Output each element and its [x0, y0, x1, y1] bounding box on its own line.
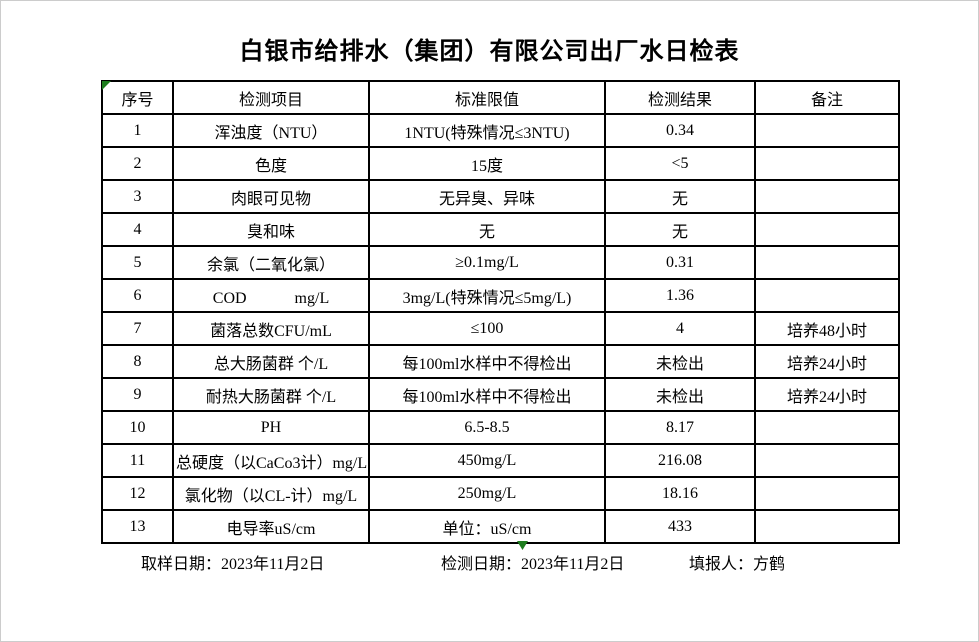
cell-no: 13 — [101, 509, 174, 544]
cell-limit: 250mg/L — [368, 476, 606, 511]
cell-item: 电导率uS/cm — [172, 509, 370, 544]
table-body: 1 浑浊度（NTU） 1NTU(特殊情况≤3NTU) 0.34 2 色度 15度 <5 3 肉眼可… — [101, 113, 900, 544]
table-row: 1 浑浊度（NTU） 1NTU(特殊情况≤3NTU) 0.34 — [101, 113, 900, 148]
header-limit: 标准限值 — [368, 80, 606, 115]
cell-remark: 培养48小时 — [754, 311, 900, 346]
cell-remark — [754, 278, 900, 313]
cell-no: 4 — [101, 212, 174, 247]
cell-no: 8 — [101, 344, 174, 379]
header-result: 检测结果 — [604, 80, 756, 115]
cell-limit: 15度 — [368, 146, 606, 181]
table-row: 11 总硬度（以CaCo3计）mg/L 450mg/L 216.08 — [101, 443, 900, 478]
cell-remark — [754, 410, 900, 445]
cell-result: 8.17 — [604, 410, 756, 445]
cell-item: COD mg/L — [172, 278, 370, 313]
cell-no: 2 — [101, 146, 174, 181]
cell-no: 6 — [101, 278, 174, 313]
cell-limit: 单位：uS/cm — [368, 509, 606, 544]
cell-limit: ≥0.1mg/L — [368, 245, 606, 280]
sample-date-label: 取样日期：2023年11月2日 — [141, 556, 325, 573]
cell-no: 5 — [101, 245, 174, 280]
cell-no: 1 — [101, 113, 174, 148]
cell-no: 7 — [101, 311, 174, 346]
cell-no: 12 — [101, 476, 174, 511]
table-row: 9 耐热大肠菌群 个/L 每100ml水样中不得检出 未检出 培养24小时 — [101, 377, 900, 412]
cell-no: 3 — [101, 179, 174, 214]
table-row: 8 总大肠菌群 个/L 每100ml水样中不得检出 未检出 培养24小时 — [101, 344, 900, 379]
cell-item: 氯化物（以CL-计）mg/L — [172, 476, 370, 511]
cell-remark: 培养24小时 — [754, 344, 900, 379]
cell-item: 色度 — [172, 146, 370, 181]
table-row: 12 氯化物（以CL-计）mg/L 250mg/L 18.16 — [101, 476, 900, 511]
reporter-label: 填报人：方鹤 — [689, 556, 786, 573]
cell-item: 总硬度（以CaCo3计）mg/L — [172, 443, 370, 478]
table-row: 7 菌落总数CFU/mL ≤100 4 培养48小时 — [101, 311, 900, 346]
cell-result: 0.34 — [604, 113, 756, 148]
cell-remark — [754, 113, 900, 148]
cell-item: 耐热大肠菌群 个/L — [172, 377, 370, 412]
cell-limit: 无异臭、异味 — [368, 179, 606, 214]
cell-item: 肉眼可见物 — [172, 179, 370, 214]
header-no: 序号 — [101, 80, 174, 115]
table-row: 2 色度 15度 <5 — [101, 146, 900, 181]
table-row: 13 电导率uS/cm 单位：uS/cm 433 — [101, 509, 900, 544]
cell-no: 10 — [101, 410, 174, 445]
cell-limit: 6.5-8.5 — [368, 410, 606, 445]
table-row: 5 余氯（二氧化氯） ≥0.1mg/L 0.31 — [101, 245, 900, 280]
header-item: 检测项目 — [172, 80, 370, 115]
table-row: 10 PH 6.5-8.5 8.17 — [101, 410, 900, 445]
cell-item: 总大肠菌群 个/L — [172, 344, 370, 379]
cell-result: 未检出 — [604, 377, 756, 412]
cell-remark — [754, 509, 900, 544]
table-header-row: 序号 检测项目 标准限值 检测结果 备注 — [101, 80, 900, 115]
cell-result: 433 — [604, 509, 756, 544]
green-triangle-icon — [517, 541, 528, 550]
cell-remark — [754, 443, 900, 478]
cell-remark — [754, 212, 900, 247]
cell-no: 11 — [101, 443, 174, 478]
cell-result: 216.08 — [604, 443, 756, 478]
cell-result: <5 — [604, 146, 756, 181]
cell-limit: ≤100 — [368, 311, 606, 346]
cell-result: 1.36 — [604, 278, 756, 313]
cell-limit: 每100ml水样中不得检出 — [368, 344, 606, 379]
cell-no: 9 — [101, 377, 174, 412]
cell-remark — [754, 146, 900, 181]
page-title: 白银市给排水（集团）有限公司出厂水日检表 — [239, 39, 740, 65]
cell-item: PH — [172, 410, 370, 445]
cell-item: 臭和味 — [172, 212, 370, 247]
green-corner-marker-icon — [102, 81, 111, 90]
cell-remark — [754, 476, 900, 511]
table-row: 3 肉眼可见物 无异臭、异味无 — [101, 179, 900, 214]
cell-result: 未检出 — [604, 344, 756, 379]
cell-item: 余氯（二氧化氯） — [172, 245, 370, 280]
cell-result: 无 — [604, 179, 756, 214]
cell-item: 浑浊度（NTU） — [172, 113, 370, 148]
inspection-table: 序号 检测项目 标准限值 检测结果 备注 1 浑浊度（NTU） 1NTU(特殊情况≤… — [101, 80, 900, 544]
cell-limit: 3mg/L(特殊情况≤5mg/L) — [368, 278, 606, 313]
table-row: 4 臭和味无无 — [101, 212, 900, 247]
cell-remark: 培养24小时 — [754, 377, 900, 412]
cell-remark — [754, 179, 900, 214]
cell-result: 0.31 — [604, 245, 756, 280]
table-row: 6 COD mg/L 3mg/L(特殊情况≤5mg/L) 1.36 — [101, 278, 900, 313]
cell-limit: 每100ml水样中不得检出 — [368, 377, 606, 412]
cell-result: 18.16 — [604, 476, 756, 511]
cell-remark — [754, 245, 900, 280]
header-remark: 备注 — [754, 80, 900, 115]
cell-result: 无 — [604, 212, 756, 247]
cell-limit: 450mg/L — [368, 443, 606, 478]
cell-limit: 1NTU(特殊情况≤3NTU) — [368, 113, 606, 148]
cell-limit: 无 — [368, 212, 606, 247]
cell-result: 4 — [604, 311, 756, 346]
cell-item: 菌落总数CFU/mL — [172, 311, 370, 346]
test-date-label: 检测日期：2023年11月2日 — [441, 556, 625, 573]
